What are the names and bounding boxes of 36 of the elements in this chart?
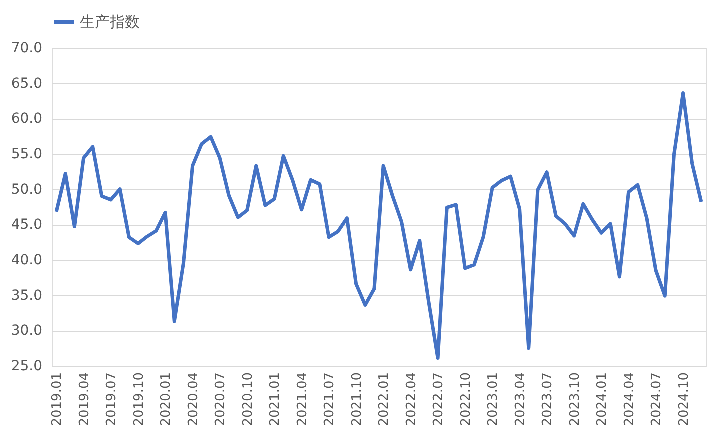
x-tick-label: 2020.04 (186, 372, 202, 426)
x-tick-label: 2019.10 (132, 372, 147, 426)
x-tick-label: 2020.01 (159, 372, 174, 426)
y-tick-label: 55.0 (11, 146, 42, 162)
x-tick-label: 2022.01 (377, 372, 392, 426)
y-tick-label: 45.0 (11, 217, 42, 234)
x-tick-label: 2024.01 (595, 372, 610, 426)
x-tick-label: 2023.07 (540, 372, 556, 426)
y-tick-label: 70.0 (11, 40, 42, 56)
y-tick-label: 60.0 (11, 111, 42, 128)
x-tick-label: 2021.10 (350, 372, 365, 426)
x-tick-label: 2021.04 (295, 372, 310, 426)
x-tick-label: 2023.01 (486, 372, 502, 426)
x-tick-label: 2023.10 (568, 372, 583, 426)
x-tick-label: 2021.01 (268, 372, 284, 426)
x-tick-label: 2022.04 (404, 372, 420, 426)
x-tick-label: 2024.07 (650, 372, 665, 426)
y-tick-label: 65.0 (11, 76, 42, 92)
y-tick-label: 35.0 (11, 288, 42, 304)
x-tick-label: 2019.04 (77, 372, 92, 426)
line-series (54, 91, 704, 360)
x-tick-label: 2024.10 (676, 372, 692, 426)
x-tick-label: 2023.04 (513, 372, 528, 426)
x-tick-label: 2019.01 (50, 372, 66, 426)
y-tick-label: 40.0 (11, 252, 42, 268)
x-tick-label: 2021.07 (322, 372, 338, 426)
legend-label: 生产指数 (80, 13, 140, 31)
x-tick-label: 2022.10 (458, 372, 474, 426)
x-tick-label: 2022.07 (432, 372, 447, 426)
x-tick-label: 2020.10 (240, 372, 256, 426)
y-tick-label: 50.0 (11, 182, 42, 198)
y-tick-label: 25.0 (11, 358, 42, 374)
x-tick-label: 2019.07 (104, 372, 120, 426)
y-tick-label: 30.0 (11, 323, 42, 340)
x-tick-label: 2024.04 (622, 372, 638, 426)
x-tick-label: 2020.07 (214, 372, 229, 426)
